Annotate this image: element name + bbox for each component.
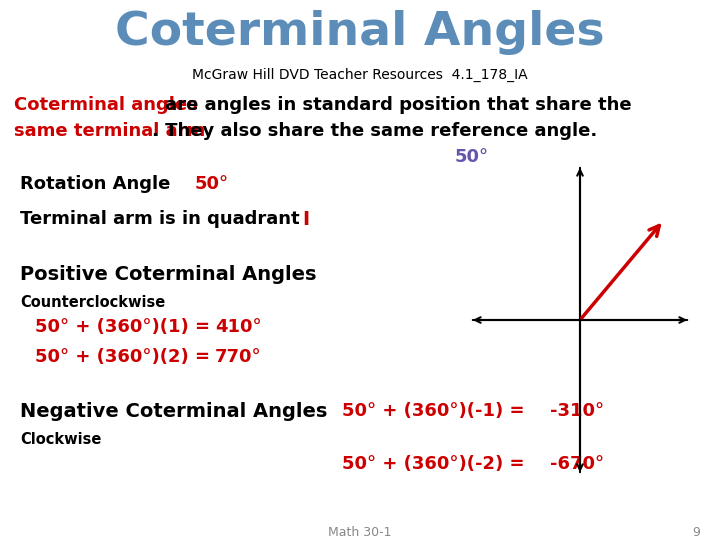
Text: 50° + (360°)(2) =: 50° + (360°)(2) = xyxy=(35,348,210,366)
Text: 410°: 410° xyxy=(215,318,261,336)
Text: -310°: -310° xyxy=(550,402,604,420)
Text: Counterclockwise: Counterclockwise xyxy=(20,295,166,310)
Text: Coterminal angles: Coterminal angles xyxy=(14,96,198,114)
Text: 770°: 770° xyxy=(215,348,261,366)
Text: Terminal arm is in quadrant: Terminal arm is in quadrant xyxy=(20,210,300,228)
Text: Math 30-1: Math 30-1 xyxy=(328,526,392,539)
Text: Clockwise: Clockwise xyxy=(20,432,102,447)
Text: 50°: 50° xyxy=(455,148,489,166)
Text: -670°: -670° xyxy=(550,455,604,473)
Text: Coterminal Angles: Coterminal Angles xyxy=(115,10,605,55)
Text: 9: 9 xyxy=(692,526,700,539)
Text: 50° + (360°)(-2) =: 50° + (360°)(-2) = xyxy=(342,455,524,473)
Text: same terminal arm: same terminal arm xyxy=(14,122,205,140)
Text: I: I xyxy=(302,210,309,229)
Text: . They also share the same reference angle.: . They also share the same reference ang… xyxy=(152,122,598,140)
Text: 50° + (360°)(1) =: 50° + (360°)(1) = xyxy=(35,318,210,336)
Text: are angles in standard position that share the: are angles in standard position that sha… xyxy=(159,96,631,114)
Text: Rotation Angle: Rotation Angle xyxy=(20,175,171,193)
Text: McGraw Hill DVD Teacher Resources  4.1_178_IA: McGraw Hill DVD Teacher Resources 4.1_17… xyxy=(192,68,528,82)
Text: Positive Coterminal Angles: Positive Coterminal Angles xyxy=(20,265,317,284)
Text: Negative Coterminal Angles: Negative Coterminal Angles xyxy=(20,402,328,421)
Text: 50° + (360°)(-1) =: 50° + (360°)(-1) = xyxy=(342,402,524,420)
Text: 50°: 50° xyxy=(195,175,229,193)
